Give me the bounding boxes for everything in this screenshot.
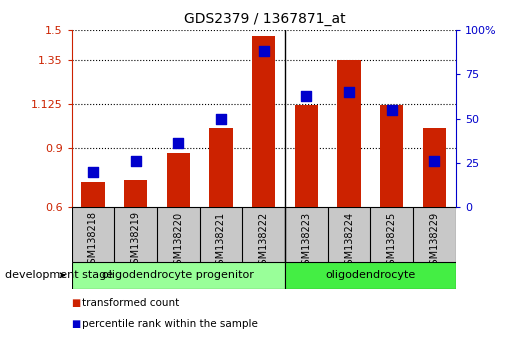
Text: GSM138222: GSM138222 [259,211,269,271]
Text: development stage: development stage [5,270,113,280]
Text: oligodendrocyte progenitor: oligodendrocyte progenitor [102,270,254,280]
Bar [81,182,104,207]
Text: GSM138225: GSM138225 [387,211,397,271]
Bar [423,129,446,207]
Bar [209,129,233,207]
Text: ■: ■ [72,319,81,329]
Text: GSM138218: GSM138218 [88,211,98,270]
Text: GDS2379 / 1367871_at: GDS2379 / 1367871_at [184,12,346,27]
Point [89,169,97,175]
Text: GSM138224: GSM138224 [344,211,354,270]
Point [174,141,182,146]
Bar [380,105,403,207]
Text: GSM138229: GSM138229 [429,211,439,270]
Bar [72,207,456,262]
Bar [295,105,318,207]
Text: oligodendrocyte: oligodendrocyte [325,270,416,280]
Text: GSM138223: GSM138223 [302,211,311,270]
Bar [252,36,276,207]
Point [302,93,311,98]
Bar [124,179,147,207]
Bar [72,262,285,289]
Point [260,48,268,54]
Point [131,158,140,164]
Bar [285,262,456,289]
Point [387,107,396,113]
Text: transformed count: transformed count [82,298,179,308]
Text: ■: ■ [72,298,81,308]
Text: GSM138219: GSM138219 [130,211,140,270]
Point [430,158,439,164]
Bar [337,59,361,207]
Text: GSM138221: GSM138221 [216,211,226,270]
Point [345,89,354,95]
Point [217,116,225,121]
Text: GSM138220: GSM138220 [173,211,183,270]
Text: percentile rank within the sample: percentile rank within the sample [82,319,258,329]
Bar [166,153,190,207]
